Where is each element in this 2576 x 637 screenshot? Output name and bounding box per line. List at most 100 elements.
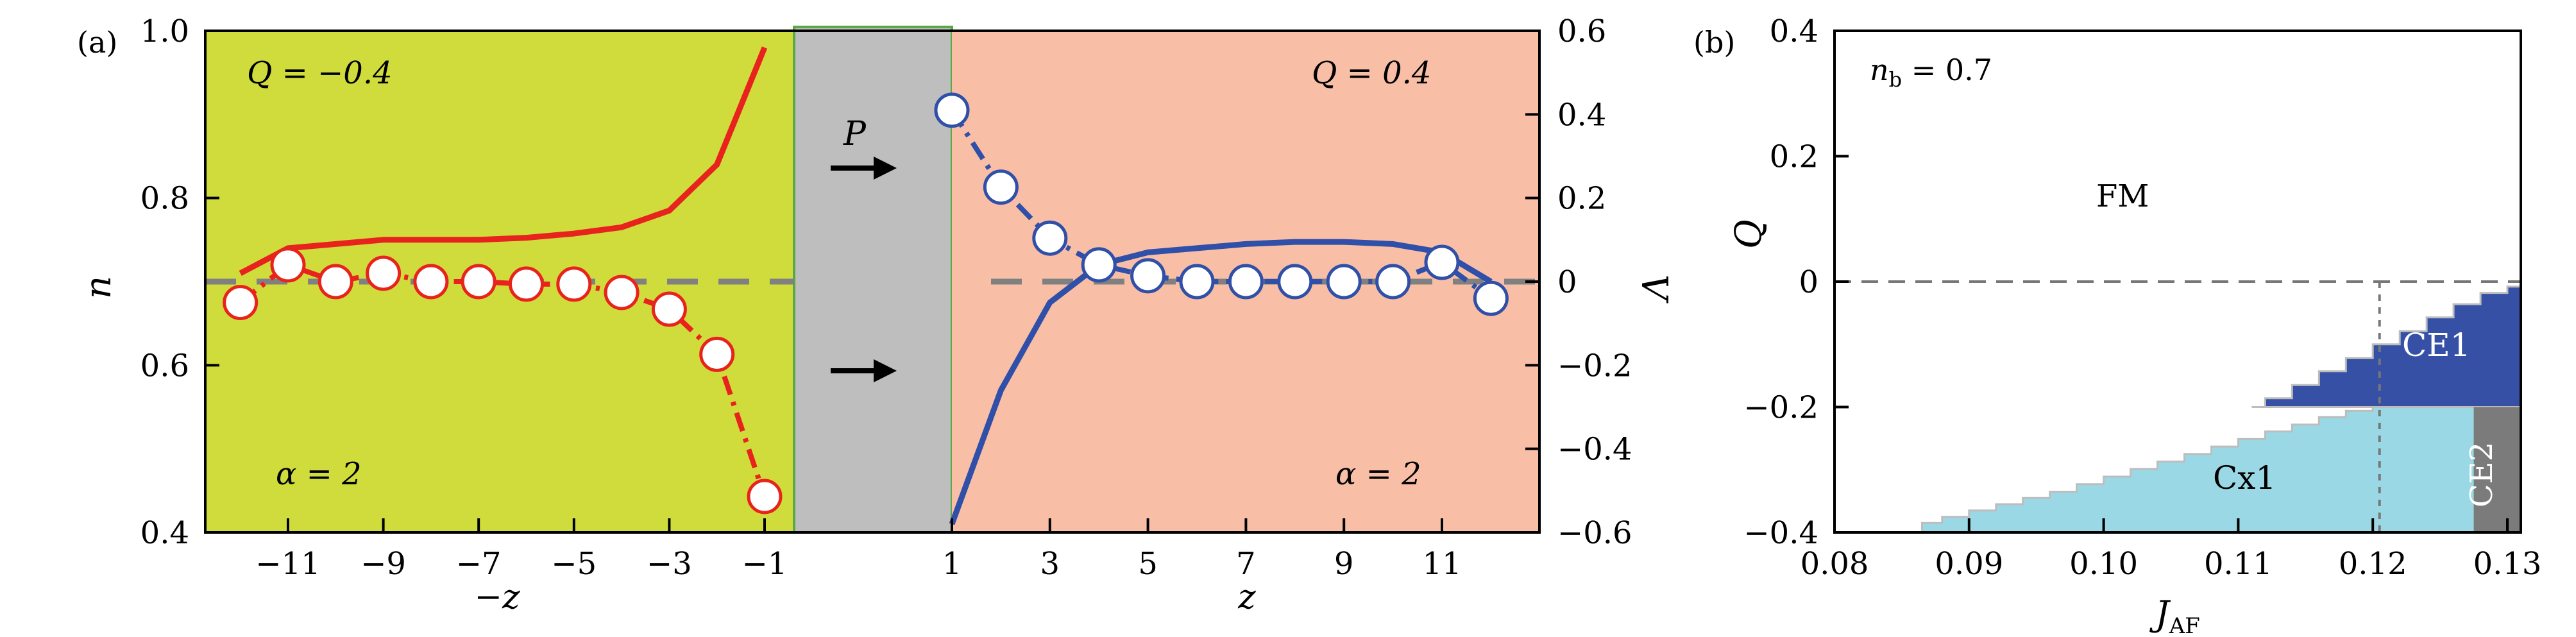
- x-tick-label: −7: [456, 546, 502, 582]
- panel-b-x-tick-label: 0.12: [2339, 546, 2407, 582]
- panel-b-y-tick-label: −0.2: [1743, 390, 1818, 426]
- center-arrows: P: [831, 115, 897, 382]
- polarization-label: P: [843, 115, 867, 153]
- right-n-point: [1277, 264, 1313, 300]
- right-tick-label: −0.2: [1557, 348, 1632, 384]
- right-n-point: [1130, 258, 1166, 294]
- right-n-point: [983, 169, 1019, 205]
- x-tick-label: 5: [1138, 546, 1158, 582]
- panel-b: 0.08 0.09 0.10 0.11 0.12 0.13 −0.4 −0.2 0 0.2 0.4…: [1693, 13, 2541, 637]
- left-v-line: [239, 46, 768, 276]
- panel-b-x-label-main: J: [2149, 593, 2171, 634]
- arrow-icon: [831, 359, 897, 382]
- ce2-region: [2473, 407, 2521, 532]
- left-n-series: [239, 262, 767, 498]
- right-n-point: [1473, 280, 1509, 316]
- left-tick-label: 0.4: [140, 515, 189, 551]
- left-n-point: [223, 285, 258, 321]
- left-tick-label: 1.0: [140, 13, 189, 49]
- panel-b-x-tick-label: 0.11: [2204, 546, 2273, 582]
- right-axis-label: V: [1633, 275, 1675, 304]
- left-alpha-annotation: α = 2: [276, 456, 362, 492]
- panel-b-y-ticks: −0.4 −0.2 0 0.2 0.4: [1743, 13, 1849, 551]
- nb-annotation: nb = 0.7: [1870, 53, 1992, 92]
- left-n-point: [604, 275, 640, 310]
- left-v-series: [239, 46, 768, 276]
- panel-b-x-tick-label: 0.13: [2473, 546, 2542, 582]
- left-n-point: [270, 247, 306, 283]
- nb-annotation-value: = 0.7: [1902, 53, 1992, 87]
- arrow-icon: [831, 157, 897, 180]
- x-tick-label: −1: [742, 546, 788, 582]
- panel-a: P 0.4 0.6 0.8 1.0 −0.6 −0.4 −0.2 0 0.2 0.4 0.6 −1…: [77, 13, 1675, 616]
- panel-a-annotations: Q = −0.4 α = 2 Q = 0.4 α = 2: [247, 55, 1431, 492]
- right-n-point: [1081, 247, 1117, 283]
- x-tick-label: 11: [1422, 546, 1461, 582]
- x-tick-label: −3: [647, 546, 692, 582]
- panel-b-x-ticks: 0.08 0.09 0.10 0.11 0.12 0.13: [1801, 518, 2542, 582]
- left-n-point: [461, 264, 496, 300]
- x-tick-label: −11: [255, 546, 320, 582]
- panel-b-label: (b): [1693, 25, 1735, 60]
- left-n-point: [318, 264, 353, 300]
- bottom-ticks: −11 −9 −7 −5 −3 −1 1 3 5 7 9 11: [255, 518, 1462, 582]
- x-tick-label: −9: [360, 546, 406, 582]
- right-n-point: [1032, 220, 1068, 256]
- ce2-label: CE2: [2464, 442, 2500, 507]
- panel-b-x-tick-label: 0.09: [1935, 546, 2003, 582]
- left-axis-label: n: [78, 276, 119, 299]
- right-tick-label: −0.4: [1557, 432, 1632, 468]
- x-tick-label: 1: [942, 546, 962, 582]
- left-tick-label: 0.8: [140, 181, 189, 217]
- panel-b-x-tick-label: 0.10: [2069, 546, 2138, 582]
- right-n-points: [934, 92, 1509, 316]
- right-n-point: [1179, 264, 1215, 300]
- left-n-point: [509, 266, 544, 302]
- left-n-point: [556, 266, 592, 302]
- nb-annotation-sub: b: [1889, 67, 1902, 92]
- right-tick-label: 0.2: [1557, 181, 1606, 217]
- left-n-point: [413, 264, 449, 300]
- right-tick-label: −0.6: [1557, 515, 1632, 551]
- right-v-line: [949, 239, 1493, 525]
- nb-annotation-main: n: [1870, 53, 1889, 87]
- right-n-point: [1375, 264, 1411, 300]
- cx1-label: Cx1: [2213, 459, 2276, 497]
- right-alpha-annotation: α = 2: [1335, 456, 1421, 492]
- left-n-point: [747, 479, 783, 514]
- panel-b-y-tick-label: −0.4: [1743, 515, 1818, 551]
- left-n-points: [223, 247, 783, 514]
- panel-b-ref-lines: [1835, 280, 2521, 532]
- panel-b-y-label: Q: [1728, 219, 1770, 249]
- x-tick-label: 3: [1040, 546, 1060, 582]
- left-n-line: [239, 262, 767, 498]
- panel-b-x-label-sub: AF: [2169, 613, 2200, 637]
- ce1-label: CE1: [2402, 327, 2471, 364]
- right-v-series: [949, 239, 1493, 525]
- x-tick-label: −5: [551, 546, 597, 582]
- left-q-annotation: Q = −0.4: [247, 55, 393, 91]
- right-x-label: z: [1237, 578, 1256, 616]
- right-n-point: [1326, 264, 1362, 300]
- right-q-annotation: Q = 0.4: [1312, 55, 1431, 91]
- panel-b-y-tick-label: 0.2: [1770, 139, 1818, 175]
- right-tick-label: 0.4: [1557, 97, 1606, 133]
- panel-b-y-tick-label: 0: [1799, 264, 1818, 300]
- left-n-point: [366, 255, 402, 291]
- left-axis-ticks: 0.4 0.6 0.8 1.0: [140, 13, 219, 551]
- left-n-point: [699, 336, 735, 372]
- right-n-point: [1424, 244, 1460, 280]
- panel-b-y-tick-label: 0.4: [1770, 13, 1818, 49]
- right-n-point: [1228, 264, 1264, 300]
- right-axis-ticks: −0.6 −0.4 −0.2 0 0.2 0.4 0.6: [1525, 13, 1632, 551]
- right-tick-label: 0.6: [1557, 13, 1606, 49]
- center-region-background: [793, 26, 953, 534]
- panel-a-label: (a): [77, 25, 117, 60]
- x-tick-label: 7: [1236, 546, 1256, 582]
- left-x-label: −z: [475, 578, 521, 616]
- x-tick-label: 9: [1334, 546, 1354, 582]
- right-tick-label: 0: [1557, 264, 1577, 300]
- right-n-point: [934, 92, 970, 128]
- ce1-region: [2251, 285, 2522, 408]
